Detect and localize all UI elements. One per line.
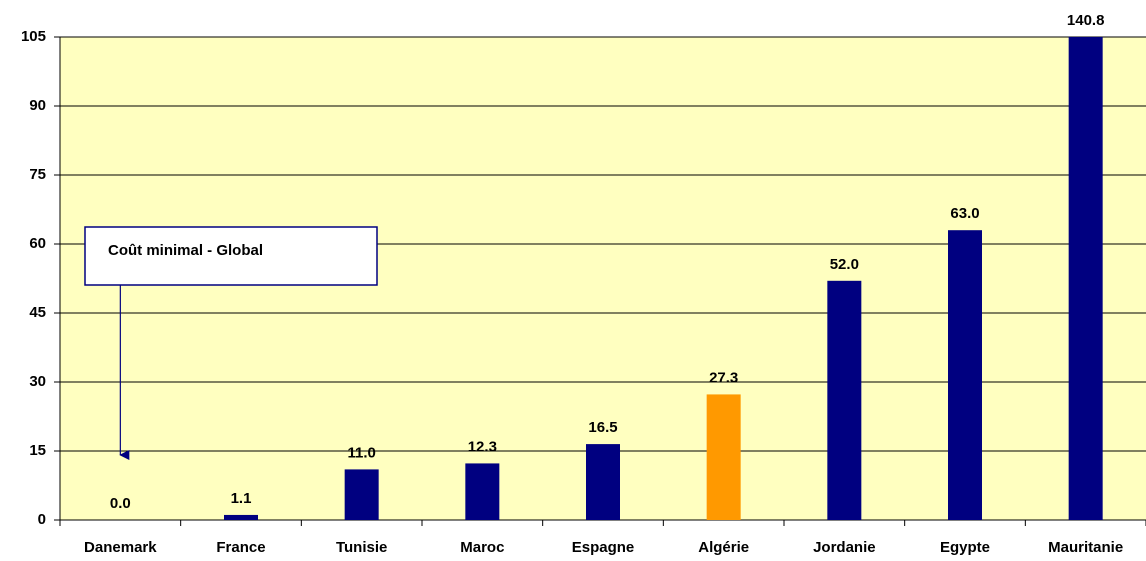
y-tick-label: 105 — [21, 28, 46, 45]
data-label: 140.8 — [1067, 12, 1105, 29]
data-label: 52.0 — [830, 256, 859, 273]
y-tick-label: 0 — [38, 511, 46, 528]
data-label: 11.0 — [347, 444, 375, 461]
data-label: 16.5 — [588, 419, 617, 436]
bar — [1068, 37, 1103, 520]
x-tick-label: Danemark — [84, 539, 157, 556]
bar — [344, 469, 379, 520]
data-label: 0.0 — [110, 495, 131, 512]
bar — [948, 230, 982, 520]
data-label: 1.1 — [231, 490, 252, 507]
bar — [706, 394, 741, 520]
data-label: 63.0 — [950, 205, 979, 222]
x-tick-label: Mauritanie — [1048, 539, 1123, 556]
bars — [224, 37, 1103, 520]
bar — [224, 514, 258, 520]
x-tick-label: Egypte — [940, 539, 990, 556]
data-label: 27.3 — [709, 369, 738, 386]
x-tick-label: Jordanie — [813, 539, 876, 556]
bar — [465, 463, 500, 520]
bar — [586, 444, 620, 520]
y-tick-label: 45 — [29, 304, 46, 321]
y-tick-label: 60 — [29, 235, 46, 252]
y-tick-label: 90 — [29, 97, 46, 114]
x-tick-label: Maroc — [460, 539, 504, 556]
y-tick-label: 15 — [29, 442, 46, 459]
x-tick-label: Tunisie — [336, 539, 387, 556]
y-tick-label: 30 — [29, 373, 46, 390]
x-tick-label: France — [216, 539, 265, 556]
data-label: 12.3 — [468, 438, 497, 455]
labels: 0 15 30 45 60 75 90 105 Danemark 0.0 France 1.1 Tuni… — [21, 12, 1123, 556]
annotation-text: Coût minimal - Global — [108, 242, 263, 259]
x-tick-label: Algérie — [698, 539, 749, 556]
x-tick-label: Espagne — [572, 539, 635, 556]
bar — [827, 280, 862, 520]
annotation-box — [84, 226, 378, 286]
y-tick-label: 75 — [29, 166, 46, 183]
